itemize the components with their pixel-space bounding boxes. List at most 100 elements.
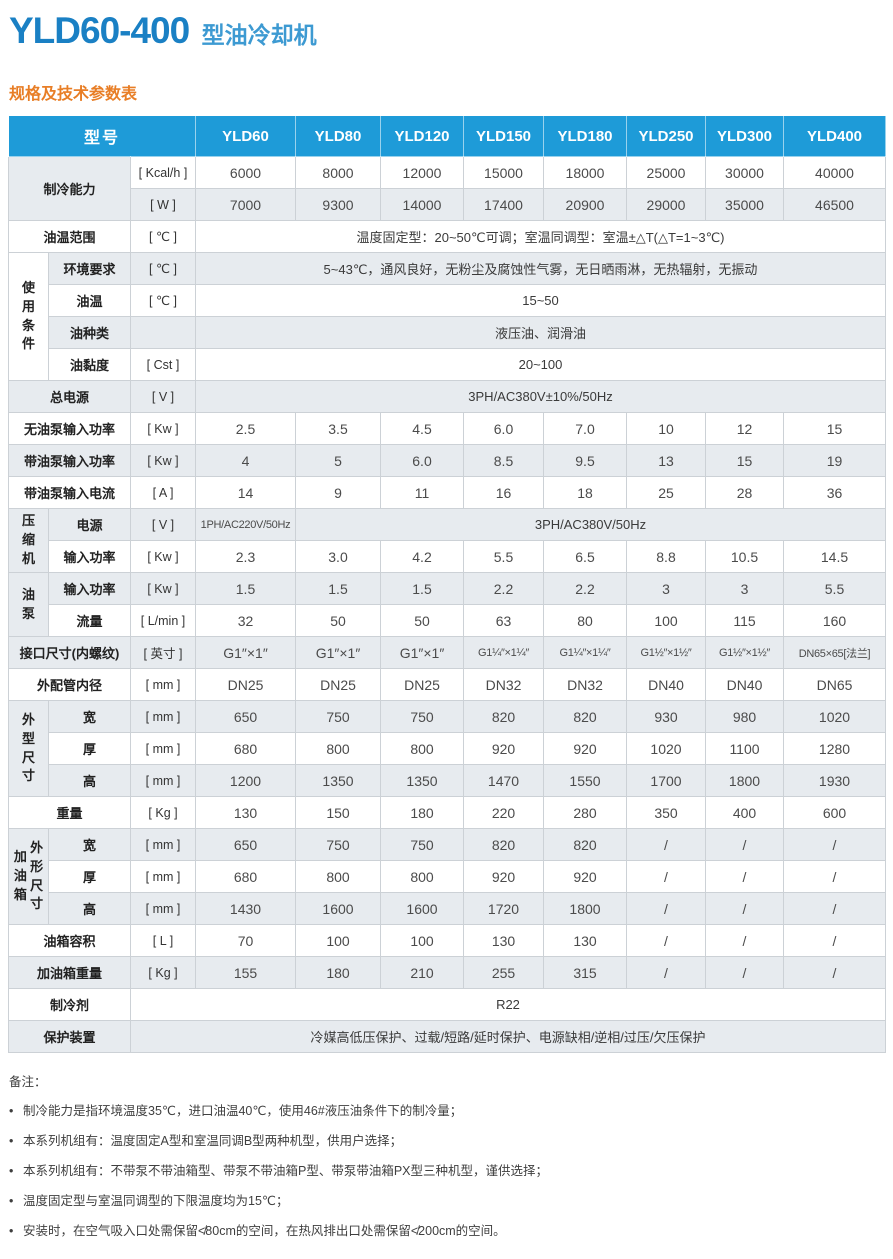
- table-row: 外型尺寸宽[ mm ] 650 750 750 820 820 930 980 1020: [8, 700, 886, 797]
- cell-value: 100: [380, 924, 464, 957]
- cell-value: 680: [195, 732, 296, 765]
- table-row: 加油箱外形尺寸宽[ mm ] 650 750 750 820 820// /: [8, 828, 886, 925]
- cell-value: DN32: [543, 668, 627, 701]
- row-sublabel: 高: [48, 764, 131, 797]
- vertical-label-text: 压缩机: [21, 513, 35, 566]
- cell-value: 12: [705, 412, 784, 445]
- cell-value: 930: [626, 700, 706, 733]
- cell-value: 1930: [783, 764, 886, 797]
- cell-value: 3PH/AC380V/50Hz: [295, 508, 886, 541]
- cell-value: R22: [130, 988, 886, 1021]
- row-sublabel: 高: [48, 892, 131, 925]
- cell-value: 920: [543, 860, 627, 893]
- cell-value: 20~100: [195, 348, 886, 381]
- cell-value: 1350: [295, 764, 381, 797]
- cell-value: /: [705, 956, 784, 989]
- cell-value: 14: [195, 476, 296, 509]
- row-sublabel: 厚: [48, 732, 131, 765]
- row-group-label: 油泵: [8, 572, 49, 637]
- row-unit: [ mm ]: [130, 892, 196, 925]
- notes-section: 备注： • 制冷能力是指环境温度35℃，进口油温40℃，使用46#液压油条件下的制…: [9, 1071, 885, 1239]
- table-row: 带油泵输入电流[ A ] 14 9 11 16 18 25 28 36: [8, 476, 886, 509]
- cell-value: 150: [295, 796, 381, 829]
- row-unit: [ Kw ]: [130, 540, 196, 573]
- row-unit: [ ℃ ]: [130, 220, 196, 253]
- row-sublabel: 厚: [48, 860, 131, 893]
- cell-value: 2.2: [463, 572, 544, 605]
- table-row: 油泵 输入功率[ Kw ] 1.5 1.5 1.5 2.2 2.2 3 3 5.5: [8, 572, 886, 637]
- row-unit: [ A ]: [130, 476, 196, 509]
- cell-value: 255: [463, 956, 544, 989]
- row-sublabel: 油温: [48, 284, 131, 317]
- cell-value: 12000: [380, 156, 464, 189]
- cell-value: 1280: [783, 732, 886, 765]
- cell-value: 1800: [705, 764, 784, 797]
- row-label: 制冷剂: [8, 988, 131, 1021]
- note-text: 温度固定型与室温同调型的下限温度均为15℃；: [23, 1193, 289, 1208]
- cell-value: 980: [705, 700, 784, 733]
- cell-value: /: [626, 892, 706, 925]
- cell-value: 50: [380, 604, 464, 637]
- cell-value: 1.5: [195, 572, 296, 605]
- row-group-label: 外型尺寸: [8, 700, 49, 797]
- cell-value: 10: [626, 412, 706, 445]
- cell-value: 220: [463, 796, 544, 829]
- header-model-label: 型号: [8, 115, 196, 157]
- table-row: 厚[ mm ] 680 800 800 920 920 1020 1100 1280: [9, 732, 886, 765]
- cell-value: 1550: [543, 764, 627, 797]
- table-row: 总电源[ V ] 3PH/AC380V±10%/50Hz: [8, 380, 886, 413]
- cell-value: 800: [295, 860, 381, 893]
- cell-value: /: [705, 828, 784, 861]
- row-unit: [ mm ]: [130, 700, 196, 733]
- note-item: • 安装时，在空气吸入口处需保留≮80cm的空间，在热风排出口处需保留≮200cm…: [9, 1223, 885, 1240]
- cell-value: 25: [626, 476, 706, 509]
- table-row: 油黏度[ Cst ] 20~100: [9, 348, 886, 381]
- cell-value: 冷媒高低压保护、过载/短路/延时保护、电源缺相/逆相/过压/欠压保护: [130, 1020, 886, 1053]
- row-sublabel: 输入功率: [48, 572, 131, 605]
- cell-value: DN40: [626, 668, 706, 701]
- table-row: 油箱容积[ L ] 70 100 100 130 130// /: [8, 924, 886, 957]
- row-unit: [ ℃ ]: [130, 252, 196, 285]
- cell-value: 1720: [463, 892, 544, 925]
- row-group-label: 压缩机: [8, 508, 49, 573]
- spec-table-header: 型号 YLD60 YLD80 YLD120 YLD150 YLD180 YLD250 YLD3…: [8, 115, 886, 157]
- cell-value: 130: [195, 796, 296, 829]
- cell-value: 46500: [783, 188, 886, 221]
- cell-value: 36: [783, 476, 886, 509]
- cell-value: 液压油、润滑油: [195, 316, 886, 349]
- row-unit: [ mm ]: [130, 860, 196, 893]
- table-row: 油种类 液压油、润滑油: [9, 316, 886, 349]
- table-row: 流量[ L/min ] 32 50 50 63 80 100 115 160: [9, 604, 886, 637]
- cell-value: 29000: [626, 188, 706, 221]
- note-text: 本系列机组有：温度固定A型和室温同调B型两种机型，供用户选择；: [23, 1133, 403, 1148]
- cell-value: 160: [783, 604, 886, 637]
- cell-value: /: [705, 892, 784, 925]
- header-model-yld120: YLD120: [380, 115, 464, 157]
- header-model-yld250: YLD250: [626, 115, 706, 157]
- table-row: [ W ] 7000 9300 14000 17400 20900 29000 35000 46…: [9, 188, 886, 221]
- cell-value: 115: [705, 604, 784, 637]
- cell-value: /: [705, 860, 784, 893]
- table-row: 油温[ ℃ ] 15~50: [9, 284, 886, 317]
- cell-value: 13: [626, 444, 706, 477]
- table-row: 高[ mm ] 1430 1600 1600 1720 1800// /: [9, 892, 886, 925]
- cell-value: DN25: [195, 668, 296, 701]
- row-unit: [ ℃ ]: [130, 284, 196, 317]
- cell-value: 15: [783, 412, 886, 445]
- cell-value: /: [783, 860, 886, 893]
- row-unit: [ mm ]: [130, 764, 196, 797]
- cell-value: 3: [705, 572, 784, 605]
- row-unit: [ W ]: [130, 188, 196, 221]
- cell-value: 680: [195, 860, 296, 893]
- header-model-yld180: YLD180: [543, 115, 627, 157]
- cell-value: 100: [626, 604, 706, 637]
- cell-value: G1″×1″: [380, 636, 464, 669]
- cell-value: 650: [195, 700, 296, 733]
- cell-value: 28: [705, 476, 784, 509]
- table-row: 厚[ mm ] 680 800 800 920 920// /: [9, 860, 886, 893]
- cell-value: 25000: [626, 156, 706, 189]
- cell-value: G1″×1″: [295, 636, 381, 669]
- cell-value: 1430: [195, 892, 296, 925]
- row-unit: [ mm ]: [130, 732, 196, 765]
- cell-value: DN25: [380, 668, 464, 701]
